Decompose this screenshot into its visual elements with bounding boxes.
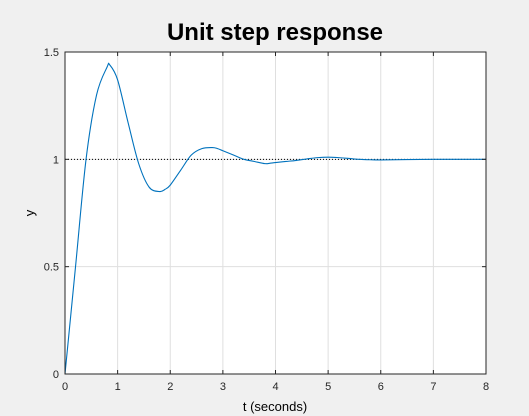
x-tick-labels: 0 1 2 3 4 5 6 7 8 xyxy=(62,381,489,393)
x-tick-label-8: 8 xyxy=(483,381,489,393)
series-lines xyxy=(64,62,486,375)
x-tick-label-5: 5 xyxy=(325,381,331,393)
chart-title: Unit step response xyxy=(167,19,383,46)
y-tick-label-3: 1.5 xyxy=(44,47,59,59)
y-tick-labels: 0 0.5 1 1.5 xyxy=(44,47,59,381)
axes-frame xyxy=(64,51,487,375)
y-axis-label: y xyxy=(22,209,37,216)
x-tick-label-2: 2 xyxy=(167,381,173,393)
step-response-line-0 xyxy=(64,62,486,375)
y-tick-label-1: 0.5 xyxy=(44,262,59,274)
x-tick-label-1: 1 xyxy=(115,381,121,393)
x-tick-label-7: 7 xyxy=(430,381,436,393)
x-tick-label-3: 3 xyxy=(220,381,226,393)
y-tick-label-2: 1 xyxy=(53,154,59,166)
x-tick-label-4: 4 xyxy=(272,381,278,393)
x-tick-label-6: 6 xyxy=(378,381,384,393)
x-axis-label: t (seconds) xyxy=(243,399,307,414)
x-tick-label-0: 0 xyxy=(62,381,68,393)
y-tick-label-0: 0 xyxy=(53,369,59,381)
